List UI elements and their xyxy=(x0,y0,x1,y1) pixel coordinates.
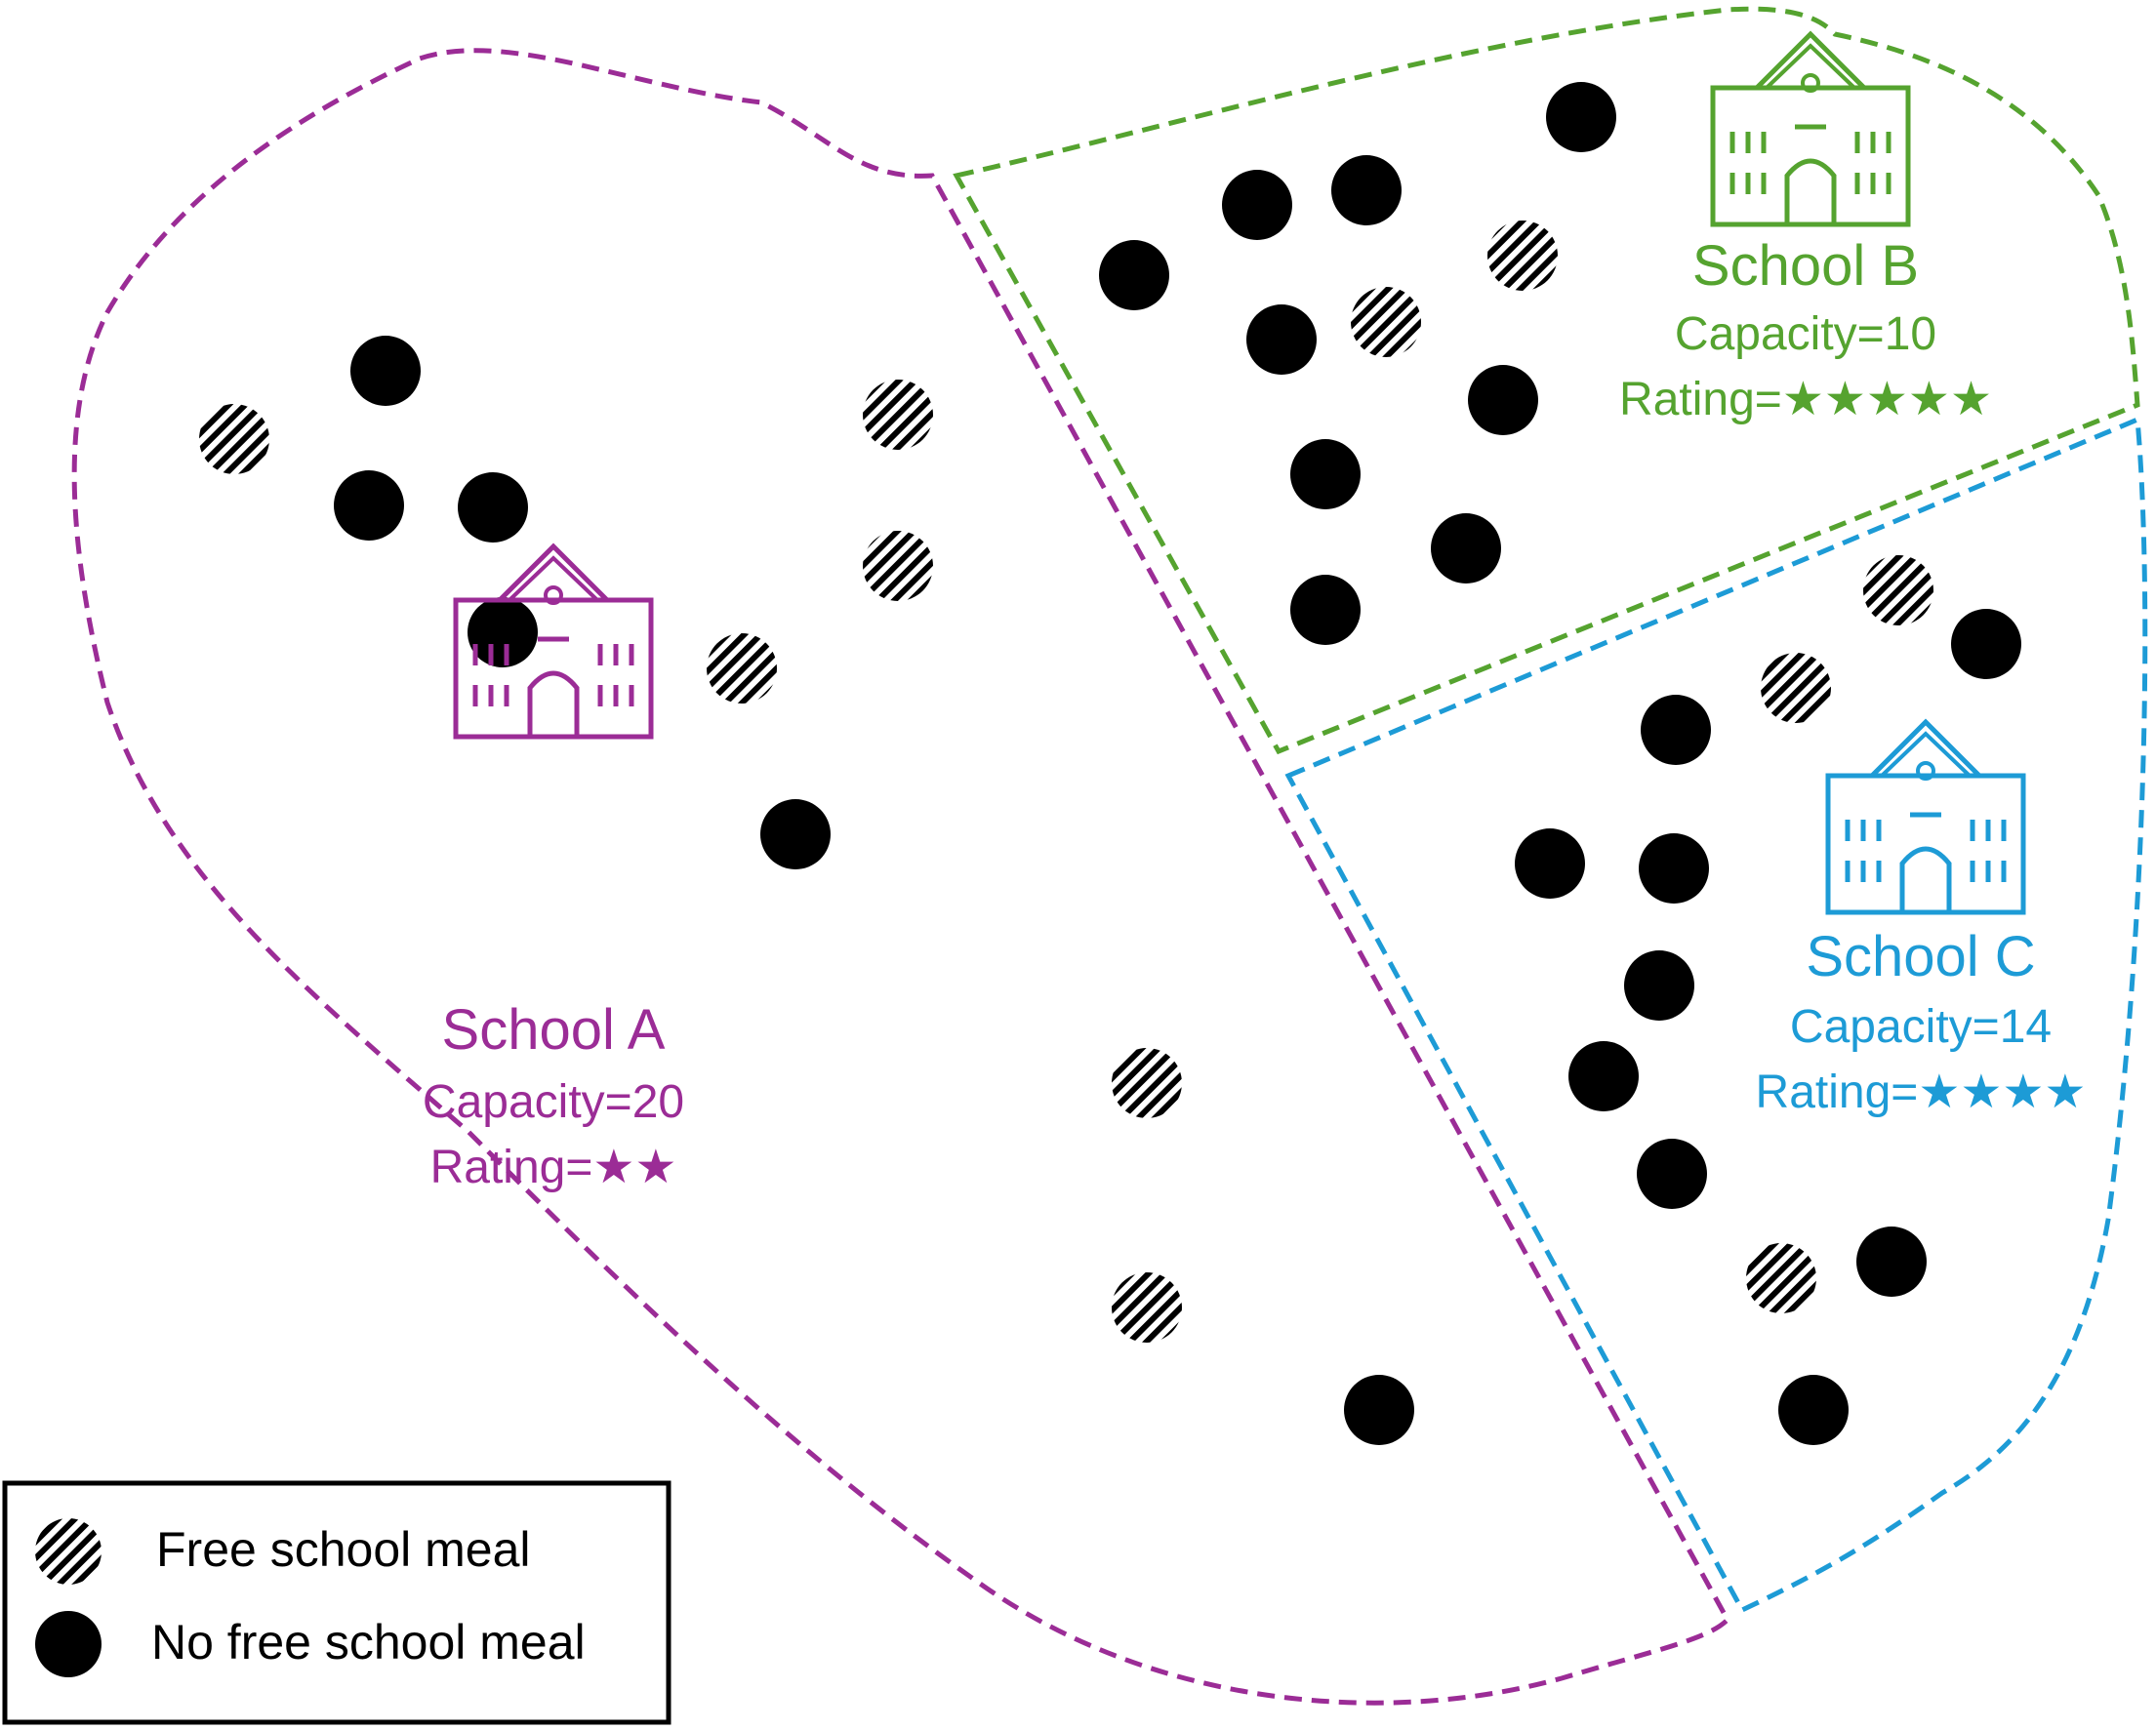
pupil-free-meal-marker xyxy=(1112,1272,1182,1343)
legend: Free school meal No free school meal xyxy=(2,1480,671,1725)
school-b-capacity: Capacity=10 xyxy=(1675,308,1936,360)
pupil-free-meal-marker xyxy=(707,633,777,704)
pupil-free-meal-marker xyxy=(199,404,269,474)
school-a-name: School A xyxy=(442,998,666,1062)
school-c-name: School C xyxy=(1806,925,2035,988)
pupil-no-free-meal-marker xyxy=(1222,170,1292,240)
pupil-no-free-meal-marker xyxy=(350,336,421,406)
pupil-no-free-meal-marker xyxy=(1624,950,1694,1021)
pupil-no-free-meal-marker xyxy=(1546,82,1616,152)
legend-box xyxy=(2,1480,671,1725)
pupil-no-free-meal-marker xyxy=(1331,155,1402,225)
pupil-no-free-meal-marker xyxy=(1637,1139,1707,1209)
pupil-no-free-meal-marker xyxy=(1290,575,1361,645)
pupil-no-free-meal-marker xyxy=(760,799,831,869)
school-b-group: School B Capacity=10 Rating=★★★★★ xyxy=(1619,34,1992,425)
legend-free-meal-label: Free school meal xyxy=(156,1522,531,1577)
school-a-group: School A Capacity=20 Rating=★★ xyxy=(423,546,684,1193)
pupil-free-meal-marker xyxy=(1112,1048,1182,1118)
pupil-no-free-meal-marker xyxy=(1099,240,1169,310)
pupil-no-free-meal-marker xyxy=(1246,304,1317,375)
pupil-no-free-meal-marker xyxy=(1568,1041,1639,1111)
school-b-catchment-boundary xyxy=(953,6,2140,755)
school-c-group: School C Capacity=14 Rating=★★★★ xyxy=(1756,722,2087,1118)
pupils-layer xyxy=(199,82,2021,1445)
pupil-free-meal-marker xyxy=(1761,653,1831,723)
pupil-free-meal-marker xyxy=(1863,555,1933,625)
school-a-capacity: Capacity=20 xyxy=(423,1076,684,1128)
school-building-icon xyxy=(1713,34,1908,224)
school-a-rating: Rating=★★ xyxy=(430,1142,677,1193)
pupil-free-meal-marker xyxy=(1746,1243,1816,1313)
pupil-no-free-meal-marker xyxy=(1468,365,1538,435)
pupil-free-meal-marker xyxy=(1487,221,1558,291)
pupil-free-meal-marker xyxy=(863,531,933,601)
legend-no-free-meal-label: No free school meal xyxy=(151,1615,586,1670)
school-building-icon xyxy=(1828,722,2023,912)
school-b-name: School B xyxy=(1692,234,1919,298)
pupil-no-free-meal-marker xyxy=(1290,439,1361,509)
school-a-catchment-boundary xyxy=(71,48,1731,1706)
pupil-no-free-meal-marker xyxy=(1951,609,2021,679)
pupil-no-free-meal-marker xyxy=(1639,833,1709,904)
pupil-no-free-meal-marker xyxy=(1344,1375,1414,1445)
pupil-no-free-meal-marker xyxy=(334,470,404,541)
pupil-free-meal-marker xyxy=(1351,287,1421,357)
legend-no-free-meal-marker xyxy=(35,1611,102,1677)
pupil-no-free-meal-marker xyxy=(1778,1375,1849,1445)
pupil-no-free-meal-marker xyxy=(458,472,528,543)
pupil-no-free-meal-marker xyxy=(468,597,538,667)
school-c-rating: Rating=★★★★ xyxy=(1756,1066,2087,1118)
school-c-capacity: Capacity=14 xyxy=(1790,1001,2052,1053)
pupil-no-free-meal-marker xyxy=(1515,828,1585,899)
pupil-no-free-meal-marker xyxy=(1641,695,1711,765)
pupil-no-free-meal-marker xyxy=(1431,513,1501,583)
school-b-rating: Rating=★★★★★ xyxy=(1619,374,1992,425)
legend-free-meal-marker xyxy=(35,1518,102,1585)
pupil-no-free-meal-marker xyxy=(1856,1227,1927,1297)
pupil-free-meal-marker xyxy=(863,380,933,450)
school-c-catchment-boundary xyxy=(1284,416,2148,1614)
